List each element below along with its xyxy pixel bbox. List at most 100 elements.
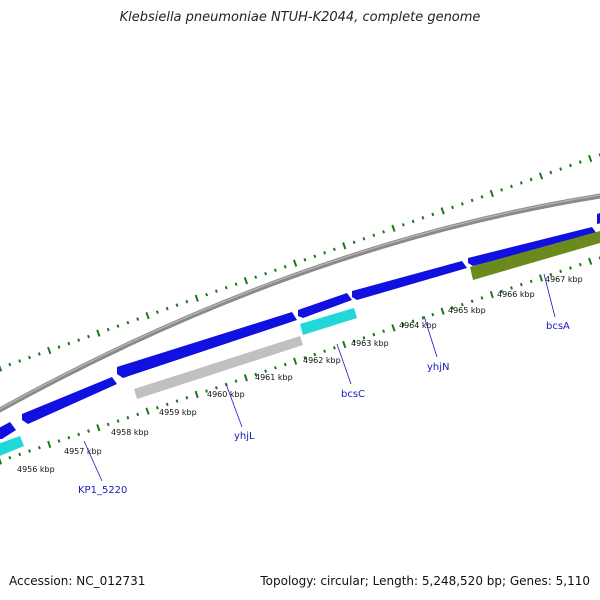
tick-mark	[155, 310, 159, 314]
tick-mark	[411, 319, 415, 324]
tick-mark	[194, 294, 199, 302]
tick-mark	[165, 306, 169, 311]
gene-label-kp1-5220[interactable]: KP1_5220	[78, 485, 127, 496]
tick-mark	[273, 268, 277, 272]
backbone-highlight	[0, 194, 600, 410]
tick-mark	[243, 374, 248, 382]
tick-mark	[37, 445, 41, 450]
genome-summary: Topology: circular; Length: 5,248,520 bp…	[260, 574, 590, 588]
tick-mark	[342, 340, 347, 349]
tick-mark	[0, 365, 3, 372]
tick-mark	[529, 279, 533, 284]
tick-mark	[87, 334, 90, 339]
tick-mark	[470, 198, 474, 203]
cds-forward[interactable]	[352, 261, 467, 300]
tick-label: 4962 kbp	[303, 356, 341, 365]
tick-mark	[47, 346, 52, 355]
tick-mark	[106, 327, 110, 332]
tick-mark	[136, 412, 140, 417]
gene-label-yhjn[interactable]: yhjN	[427, 362, 450, 373]
tick-mark	[47, 440, 52, 449]
tick-mark	[106, 422, 110, 427]
gene-label-bcsa[interactable]: bcsA	[546, 321, 570, 332]
tick-label: 4959 kbp	[159, 408, 197, 417]
tick-mark	[421, 316, 425, 320]
tick-mark	[578, 160, 582, 164]
gene-label-bcsc[interactable]: bcsC	[341, 389, 365, 400]
tick-mark	[254, 275, 258, 279]
tick-mark	[293, 357, 298, 365]
tick-mark	[519, 181, 523, 185]
map-title: Klebsiella pneumoniae NTUH-K2044, comple…	[119, 10, 481, 25]
tick-mark	[273, 366, 277, 370]
tick-mark	[559, 167, 563, 171]
tick-mark	[175, 303, 179, 307]
tick-mark	[18, 452, 22, 457]
feature-cyan[interactable]	[0, 436, 24, 458]
cds-forward[interactable]	[0, 422, 16, 439]
tick-mark	[549, 272, 553, 277]
tick-mark	[440, 207, 445, 215]
tick-mark	[362, 336, 366, 340]
tick-mark	[382, 230, 386, 234]
tick-mark	[352, 339, 356, 343]
tick-mark	[480, 195, 484, 199]
tick-mark	[391, 324, 396, 332]
tick-mark	[538, 274, 544, 282]
tick-mark	[205, 389, 208, 393]
cds-forward[interactable]	[117, 312, 297, 378]
genome-backbone	[0, 193, 600, 413]
tick-mark	[323, 349, 327, 353]
tick-mark	[431, 212, 435, 217]
tick-mark	[489, 290, 494, 299]
cds-forward[interactable]	[597, 211, 600, 224]
tick-mark	[470, 299, 474, 303]
tick-mark	[382, 329, 386, 333]
tick-label: 4966 kbp	[497, 290, 535, 299]
tick-mark	[549, 170, 553, 175]
tick-mark	[264, 271, 268, 276]
feature-cyan[interactable]	[300, 308, 357, 335]
tick-label: 4956 kbp	[17, 465, 55, 474]
tick-mark	[185, 299, 189, 304]
tick-mark	[588, 154, 593, 163]
feature-olive[interactable]	[470, 231, 600, 280]
tick-mark	[77, 338, 81, 342]
cds-forward[interactable]	[298, 293, 352, 318]
tick-mark	[421, 216, 425, 220]
tick-mark	[77, 432, 81, 437]
tick-label: 4967 kbp	[545, 275, 583, 284]
tick-mark	[313, 352, 317, 357]
tick-mark	[303, 356, 307, 360]
tick-mark	[460, 202, 464, 206]
tick-mark	[510, 184, 513, 189]
tick-mark	[303, 257, 307, 262]
tick-mark	[500, 188, 504, 192]
tick-mark	[264, 369, 268, 373]
tick-mark	[500, 289, 504, 294]
tick-mark	[559, 269, 563, 274]
tick-mark	[254, 372, 258, 377]
tick-mark	[332, 346, 336, 350]
tick-mark	[332, 247, 336, 252]
tick-mark	[214, 386, 218, 390]
tick-mark	[460, 302, 464, 307]
tick-mark	[205, 292, 209, 297]
tick-mark	[569, 266, 572, 270]
feature-gray[interactable]	[134, 336, 303, 399]
tick-mark	[323, 251, 327, 255]
tick-mark	[96, 424, 101, 432]
tick-label: 4958 kbp	[111, 428, 149, 437]
tick-mark	[136, 317, 140, 321]
tick-mark	[234, 379, 238, 383]
tick-mark	[8, 455, 12, 460]
cds-forward[interactable]	[22, 377, 117, 424]
tick-label: 4957 kbp	[64, 447, 102, 456]
tick-mark	[234, 282, 238, 286]
cds-forward[interactable]	[468, 227, 597, 266]
gene-label-yhjl[interactable]: yhjL	[234, 431, 255, 442]
tick-mark	[401, 322, 405, 327]
tick-mark	[145, 407, 150, 415]
tick-mark	[440, 307, 445, 315]
